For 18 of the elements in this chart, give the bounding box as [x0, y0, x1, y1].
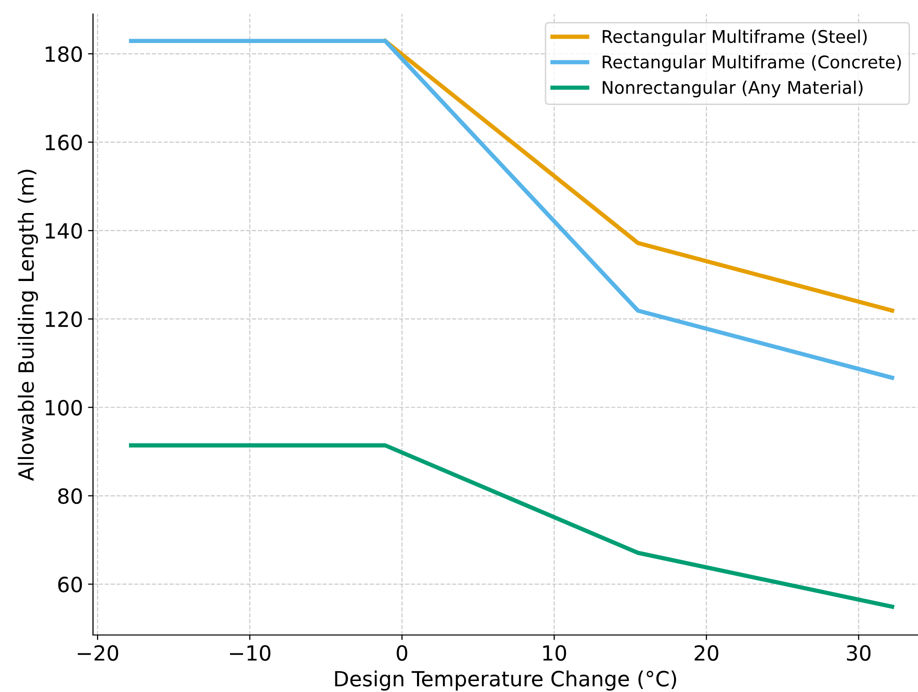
- y-axis-title: Allowable Building Length (m): [18, 170, 38, 481]
- y-tick-label: 120: [46, 311, 82, 328]
- x-tick-label: 30: [846, 645, 871, 661]
- legend-label: Rectangular Multiframe (Concrete): [602, 55, 901, 72]
- x-tick-label: 20: [694, 645, 718, 661]
- y-tick-label: 160: [46, 134, 82, 150]
- legend-label: Nonrectangular (Any Material): [602, 80, 863, 98]
- x-tick-label: 10: [543, 645, 566, 661]
- x-tick-label: −20: [78, 645, 118, 661]
- y-tick-label: 80: [58, 488, 82, 504]
- legend-label: Rectangular Multiframe (Steel): [602, 30, 867, 46]
- y-tick-label: 180: [46, 46, 82, 62]
- x-tick-label: −10: [230, 645, 270, 661]
- y-tick-label: 100: [46, 400, 82, 416]
- y-tick-label: 60: [58, 576, 82, 592]
- y-tick-label: 140: [46, 223, 82, 239]
- x-tick-label: 0: [396, 645, 408, 661]
- x-axis-title: Design Temperature Change (°C): [335, 670, 676, 691]
